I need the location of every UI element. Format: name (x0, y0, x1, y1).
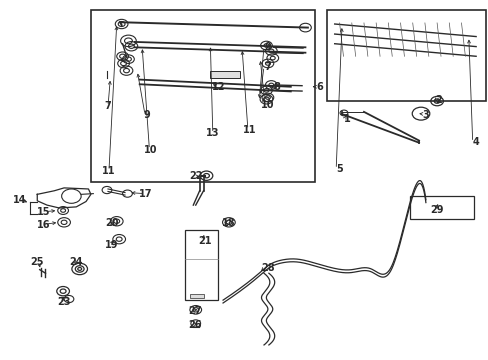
Text: 10: 10 (261, 100, 274, 110)
Text: 18: 18 (222, 218, 235, 228)
Text: 25: 25 (30, 257, 44, 267)
Text: 8: 8 (273, 82, 280, 92)
Text: 20: 20 (105, 218, 119, 228)
Text: 9: 9 (143, 111, 150, 121)
Text: 7: 7 (104, 102, 111, 112)
Text: 19: 19 (105, 239, 119, 249)
Text: 11: 11 (242, 125, 256, 135)
Text: 14: 14 (13, 195, 26, 205)
Bar (184, 230, 218, 300)
Text: 11: 11 (102, 166, 116, 176)
Text: 6: 6 (316, 82, 323, 92)
Bar (189, 294, 203, 298)
Text: 21: 21 (197, 236, 211, 246)
Text: 9: 9 (264, 42, 270, 52)
Bar (91, 10, 315, 182)
Text: 3: 3 (422, 110, 428, 120)
Text: 7: 7 (264, 62, 270, 72)
Text: 23: 23 (57, 297, 71, 307)
Text: 16: 16 (37, 220, 50, 230)
Text: 2: 2 (434, 95, 441, 105)
Text: 13: 13 (205, 129, 219, 138)
Bar (210, 71, 239, 78)
Text: 10: 10 (144, 144, 157, 154)
Text: 12: 12 (212, 82, 225, 92)
Text: 27: 27 (187, 306, 201, 316)
Text: 4: 4 (471, 138, 478, 147)
Text: 29: 29 (429, 206, 443, 216)
Bar (409, 196, 473, 220)
Text: 22: 22 (188, 171, 202, 181)
Text: 26: 26 (187, 320, 201, 330)
Text: 1: 1 (343, 114, 349, 124)
Text: 17: 17 (139, 189, 152, 199)
Text: 15: 15 (37, 207, 50, 217)
Text: 28: 28 (261, 263, 274, 273)
Text: 5: 5 (336, 164, 342, 174)
Text: 24: 24 (69, 257, 83, 267)
Bar (327, 10, 485, 101)
